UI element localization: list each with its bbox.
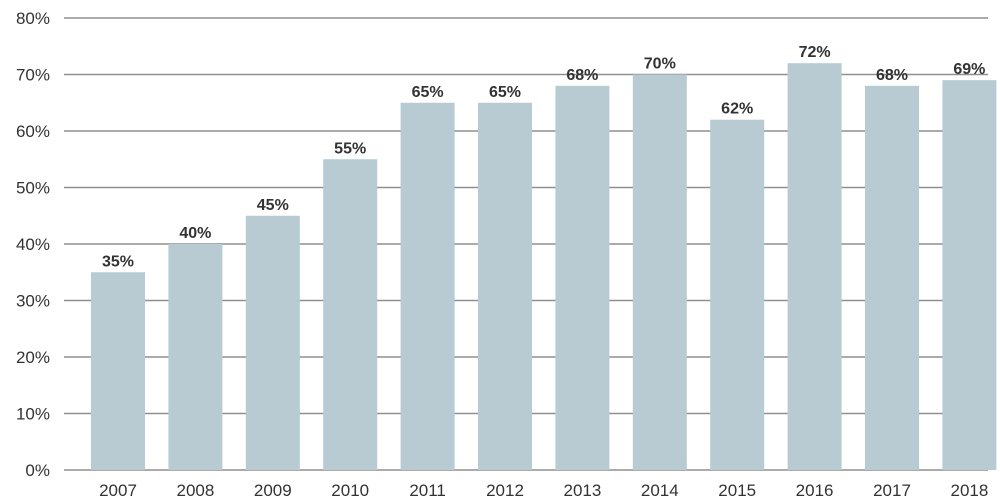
y-tick-label: 70% xyxy=(16,66,50,85)
x-tick-label-2018: 2018 xyxy=(950,481,988,500)
data-label-2018: 69% xyxy=(953,61,985,78)
bar-2008 xyxy=(168,244,223,470)
y-tick-label: 40% xyxy=(16,235,50,254)
data-label-2013: 68% xyxy=(566,67,598,84)
data-label-2010: 55% xyxy=(334,140,366,157)
bar-2010 xyxy=(323,159,378,470)
bar-2011 xyxy=(400,102,455,470)
y-tick-label: 10% xyxy=(16,405,50,424)
data-label-2014: 70% xyxy=(644,56,676,73)
y-axis-tick-labels: 0% 10% 20% 30% 40% 50% 60% 70% 80% xyxy=(16,9,50,480)
y-tick-label: 60% xyxy=(16,122,50,141)
x-tick-label-2008: 2008 xyxy=(176,481,214,500)
x-tick-label-2010: 2010 xyxy=(331,481,369,500)
x-tick-label-2009: 2009 xyxy=(254,481,292,500)
bar-2013 xyxy=(555,85,610,471)
data-label-2016: 72% xyxy=(799,44,831,61)
bar-2014 xyxy=(632,74,687,470)
data-label-2015: 62% xyxy=(721,101,753,118)
data-label-2008: 40% xyxy=(179,225,211,242)
bars xyxy=(91,63,997,471)
x-tick-label-2014: 2014 xyxy=(641,481,679,500)
data-label-2007: 35% xyxy=(102,253,134,270)
bar-2017 xyxy=(865,85,919,471)
x-tick-label-2012: 2012 xyxy=(486,481,524,500)
x-tick-label-2013: 2013 xyxy=(563,481,601,500)
y-tick-label: 30% xyxy=(16,292,50,311)
x-tick-label-2017: 2017 xyxy=(873,481,911,500)
bar-2009 xyxy=(245,215,300,470)
data-label-2017: 68% xyxy=(876,67,908,84)
bar-2016 xyxy=(787,63,842,470)
bar-2015 xyxy=(710,119,765,470)
x-tick-label-2011: 2011 xyxy=(409,481,446,500)
data-label-2012: 65% xyxy=(489,84,521,101)
data-label-2009: 45% xyxy=(257,197,289,214)
y-tick-label: 80% xyxy=(16,9,50,28)
data-label-2011: 65% xyxy=(412,84,444,101)
y-tick-label: 20% xyxy=(16,348,50,367)
y-tick-label: 0% xyxy=(25,461,50,480)
x-tick-label-2016: 2016 xyxy=(796,481,834,500)
x-axis-tick-labels: 2007 2008 2009 2010 2011 2012 2013 2014 2015 2016… xyxy=(99,481,988,500)
y-tick-label: 50% xyxy=(16,179,50,198)
data-labels: 35% 40% 45% 55% 65% 65% 68% 70% 62% 72% 68% 69% xyxy=(102,44,985,270)
bar-2018 xyxy=(942,80,997,471)
bar-2012 xyxy=(478,102,532,470)
bar-2007 xyxy=(91,272,145,470)
x-tick-label-2015: 2015 xyxy=(718,481,756,500)
x-tick-label-2007: 2007 xyxy=(99,481,137,500)
